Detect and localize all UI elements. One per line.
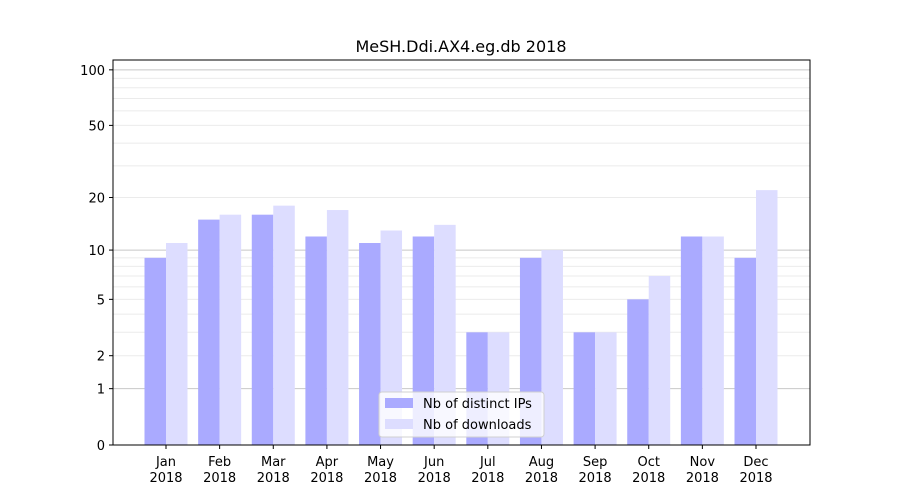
y-tick-label: 1 — [97, 383, 105, 398]
bar-downloads — [326, 210, 349, 445]
bar-downloads — [756, 190, 778, 445]
bar-downloads — [434, 224, 456, 445]
x-tick-label: Mar 2018 — [257, 455, 290, 486]
bar-downloads — [702, 236, 724, 445]
x-tick-label-line: 2018 — [310, 471, 343, 486]
x-tick-label-line: Apr — [316, 455, 339, 470]
bar-downloads — [541, 250, 563, 445]
x-tick-label-line: 2018 — [525, 471, 558, 486]
y-tick-label: 20 — [88, 192, 105, 207]
x-tick-label-line: Mar — [261, 455, 286, 470]
x-tick-label-line: Jan — [155, 455, 176, 470]
legend-box — [378, 391, 545, 438]
y-tick-label: 5 — [97, 293, 105, 308]
x-tick-label-line: Oct — [637, 455, 659, 470]
x-tick-label-line: 2018 — [471, 471, 504, 486]
y-tick-label: 0 — [97, 439, 105, 454]
x-tick-label: May 2018 — [364, 455, 397, 486]
bar-downloads — [648, 275, 671, 445]
x-tick-label-line: 2018 — [579, 471, 612, 486]
bar-downloads — [166, 243, 188, 445]
y-tick-label: 100 — [80, 64, 105, 79]
x-tick-label-line: 2018 — [739, 471, 772, 486]
bar-distinct-ips — [573, 332, 596, 445]
x-tick-label-line: Jul — [479, 455, 496, 470]
bar-distinct-ips — [251, 214, 274, 445]
y-tick-label: 10 — [88, 244, 105, 259]
plot-frame — [112, 59, 811, 446]
bar-distinct-ips — [627, 299, 649, 445]
x-tick-label-line: 2018 — [149, 471, 182, 486]
chart-title: MeSH.Ddi.AX4.eg.db 2018 — [355, 37, 566, 56]
x-tick-label: Apr 2018 — [310, 455, 343, 486]
x-tick-label: Jun 2018 — [418, 455, 451, 486]
bar-distinct-ips — [198, 219, 220, 445]
x-tick-label: Sep 2018 — [579, 455, 612, 486]
bar-distinct-ips — [359, 243, 381, 445]
x-tick-label: Dec 2018 — [739, 455, 772, 486]
x-tick-label-line: Sep — [583, 455, 608, 470]
legend-swatch — [385, 398, 413, 408]
bar-downloads — [219, 214, 242, 445]
x-tick-label-line: 2018 — [257, 471, 290, 486]
bar-distinct-ips — [734, 257, 756, 445]
legend-swatch — [385, 419, 413, 429]
x-tick-label-line: Feb — [208, 455, 231, 470]
legend-label: Nb of distinct IPs — [423, 397, 532, 412]
x-tick-label-line: Dec — [743, 455, 768, 470]
x-tick-label-line: 2018 — [686, 471, 719, 486]
x-tick-label-line: 2018 — [364, 471, 397, 486]
x-tick-label-line: 2018 — [632, 471, 665, 486]
x-tick-label: Aug 2018 — [525, 455, 558, 486]
bar-downloads — [380, 230, 403, 445]
x-tick-label: Nov 2018 — [686, 455, 719, 486]
x-tick-label-line: 2018 — [418, 471, 451, 486]
legend-label: Nb of downloads — [423, 418, 532, 433]
x-tick-label: Jan 2018 — [149, 455, 182, 486]
x-tick-label-line: 2018 — [203, 471, 236, 486]
x-tick-label-line: Aug — [529, 455, 554, 470]
bar-distinct-ips — [144, 257, 166, 445]
y-tick-label: 2 — [97, 350, 105, 365]
x-tick-label-line: Nov — [690, 455, 716, 470]
bar-distinct-ips — [305, 236, 327, 445]
bar-downloads — [273, 205, 295, 445]
x-tick-label: Oct 2018 — [632, 455, 665, 486]
y-tick-label: 50 — [88, 119, 105, 134]
x-tick-label: Feb 2018 — [203, 455, 236, 486]
x-tick-label: Jul 2018 — [471, 455, 504, 486]
x-tick-label-line: May — [367, 455, 394, 470]
bar-downloads — [595, 332, 617, 445]
x-tick-label-line: Jun — [423, 455, 444, 470]
bar-distinct-ips — [680, 236, 703, 445]
